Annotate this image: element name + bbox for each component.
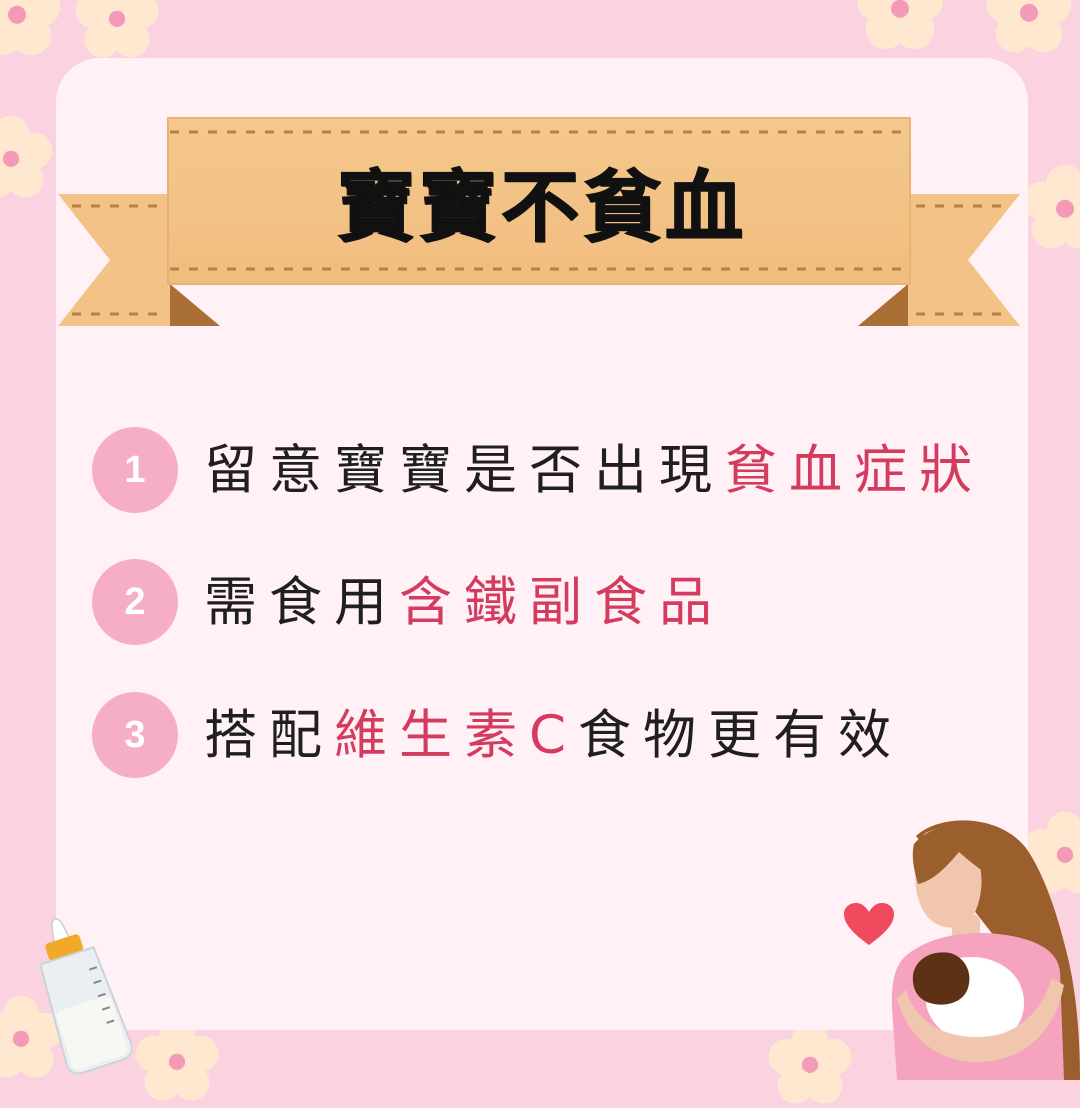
flower-icon xyxy=(765,1018,855,1108)
number-badge: 1 xyxy=(92,427,178,513)
item-text: 需食用含鐵副食品 xyxy=(204,576,724,629)
baby-bottle-icon xyxy=(26,912,132,1074)
flower-icon xyxy=(0,112,56,202)
flower-icon xyxy=(0,0,62,58)
flower-icon xyxy=(72,0,162,62)
item-text: 搭配維生素C食物更有效 xyxy=(204,709,903,762)
list-item: 1 留意寶寶是否出現貧血症狀 xyxy=(92,425,984,515)
highlight-text: 含鐵副食品 xyxy=(399,572,724,633)
list-item: 2 需食用含鐵副食品 xyxy=(92,557,724,647)
flower-icon xyxy=(855,0,945,52)
list-item: 3 搭配維生素C食物更有效 xyxy=(92,690,903,780)
number-badge: 2 xyxy=(92,559,178,645)
page-title: 寶寶不貧血 xyxy=(168,126,916,276)
highlight-text: 貧血症狀 xyxy=(724,440,984,501)
highlight-text: 維生素C xyxy=(334,705,578,766)
flower-icon xyxy=(984,0,1074,56)
item-text: 留意寶寶是否出現貧血症狀 xyxy=(204,444,984,497)
number-badge: 3 xyxy=(92,692,178,778)
mother-holding-baby-illustration xyxy=(882,818,1080,1080)
flower-icon xyxy=(1020,162,1080,252)
